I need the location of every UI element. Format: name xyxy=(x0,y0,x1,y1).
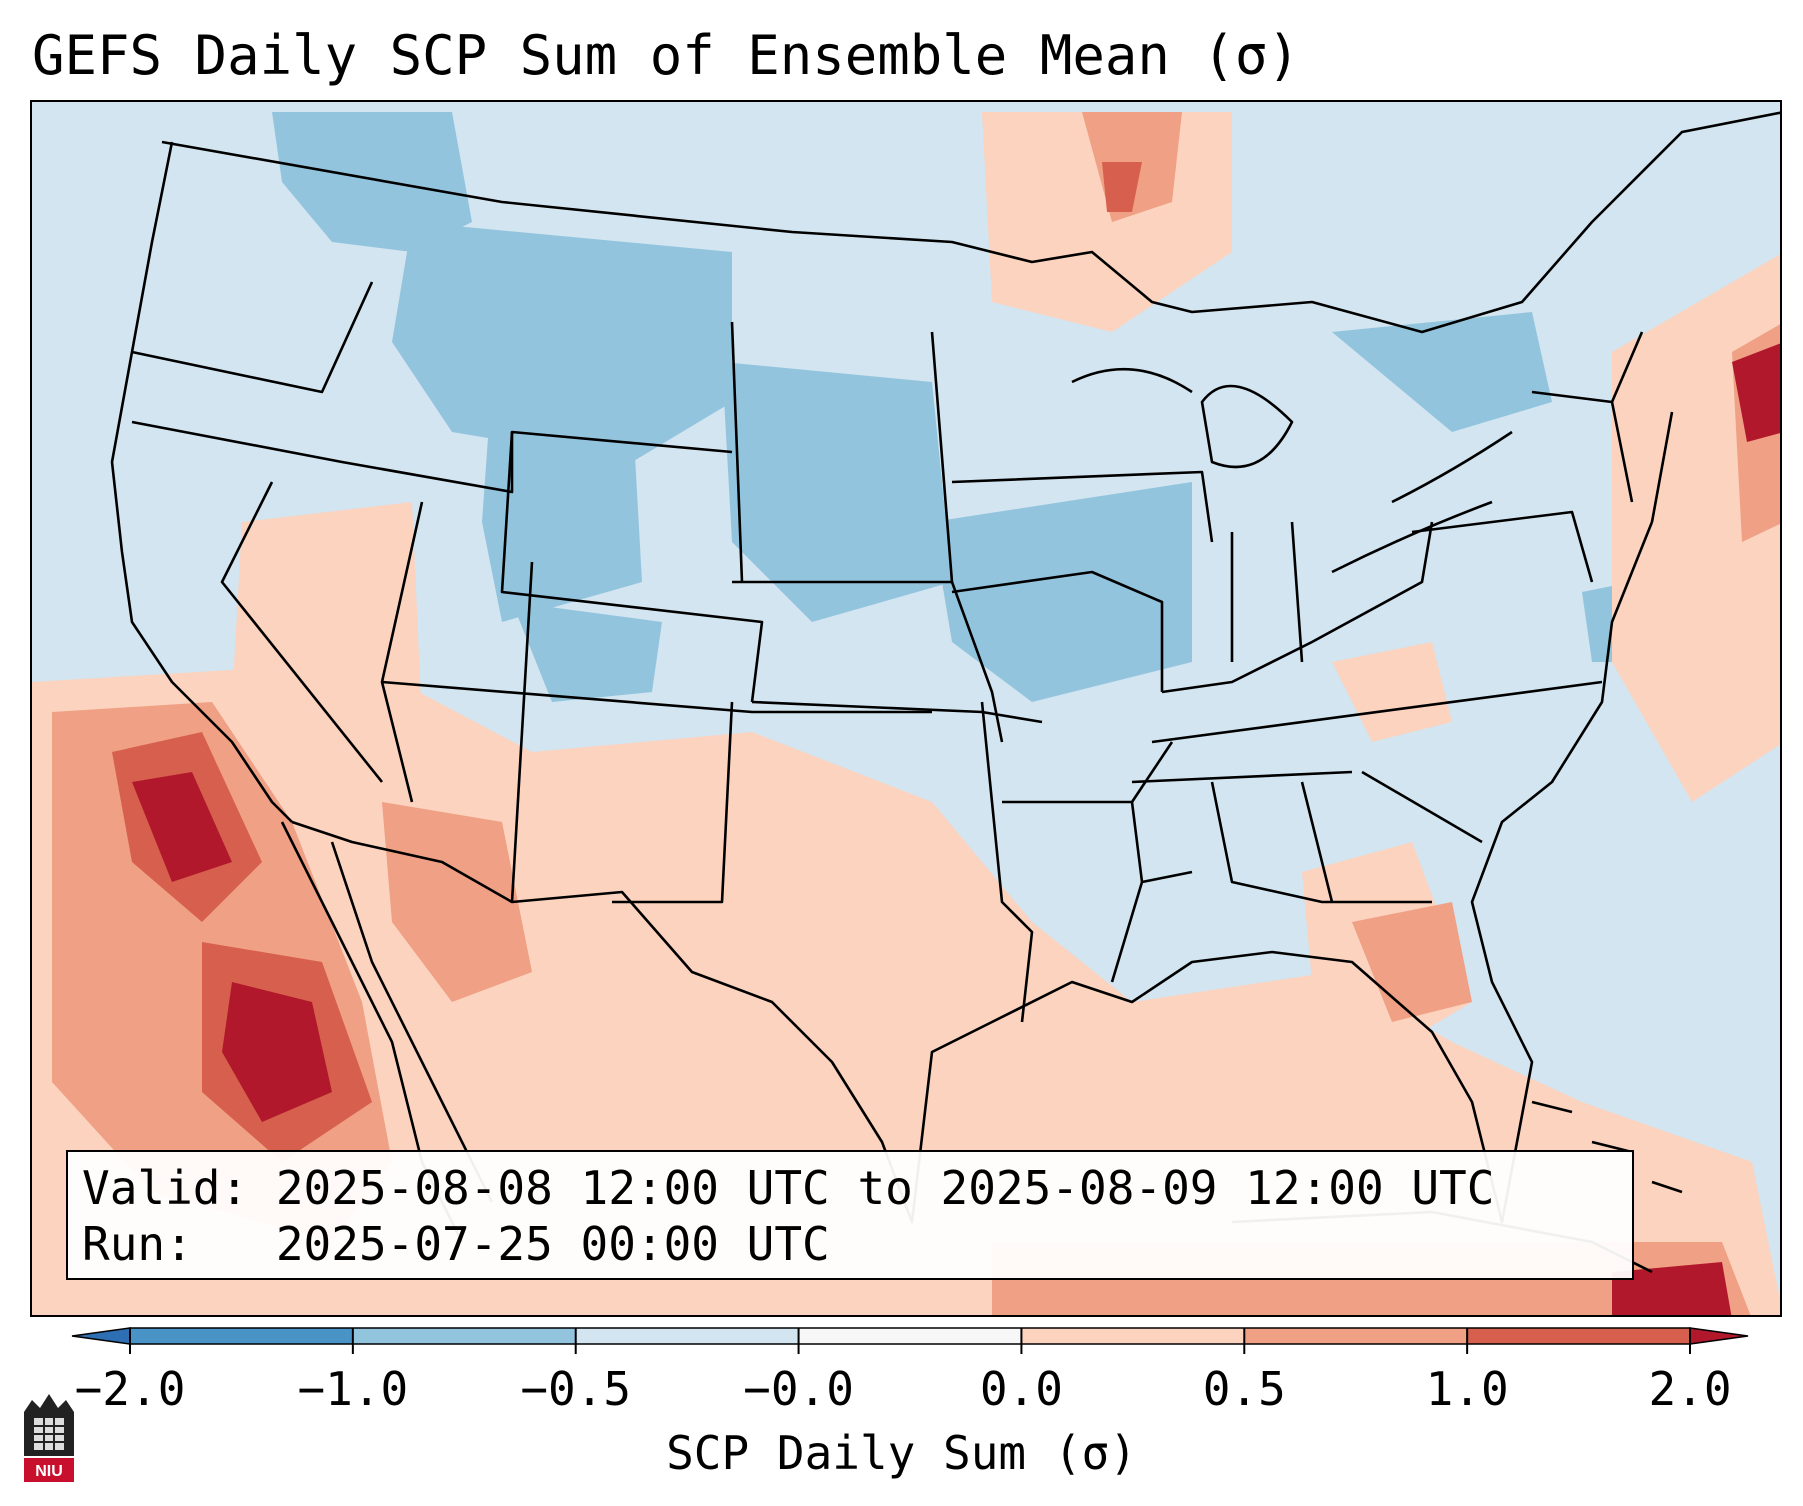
map-panel[interactable] xyxy=(30,100,1782,1317)
colorbar-axis-label: SCP Daily Sum (σ) xyxy=(666,1426,1137,1480)
colorbar-ticks xyxy=(129,1328,1691,1354)
colorbar-tick-label: −1.0 xyxy=(297,1362,409,1416)
colorbar-segment xyxy=(1244,1328,1468,1344)
forecast-field-map xyxy=(32,111,1780,1315)
colorbar-tick-label: −0.0 xyxy=(743,1362,854,1416)
colorbar-segment xyxy=(575,1328,800,1344)
logo-text: NIU xyxy=(35,1463,63,1480)
niu-logo: NIU xyxy=(24,1394,74,1482)
map-title: GEFS Daily SCP Sum of Ensemble Mean (σ) xyxy=(32,24,1300,87)
colorbar-tick-label: 2.0 xyxy=(1648,1362,1732,1416)
colorbar-tick-label: −2.0 xyxy=(74,1362,186,1416)
colorbar-tick-label: 1.0 xyxy=(1425,1362,1509,1416)
colorbar-extend-low xyxy=(71,1327,131,1345)
negative-anomaly-areas xyxy=(272,112,1642,702)
colorbar-segment xyxy=(1021,1328,1245,1344)
colorbar-tick-label: 0.5 xyxy=(1202,1362,1286,1416)
colorbar-tick-label: −0.5 xyxy=(520,1362,632,1416)
colorbar-extend-high xyxy=(1689,1327,1749,1345)
colorbar-tick-label: 0.0 xyxy=(979,1362,1063,1416)
colorbar-segments xyxy=(71,1327,1749,1345)
colorbar-segment xyxy=(798,1328,1022,1344)
valid-time-line: Valid: 2025-08-08 12:00 UTC to 2025-08-0… xyxy=(82,1161,1495,1215)
colorbar-segment xyxy=(130,1328,354,1344)
validity-info-box: Valid: 2025-08-08 12:00 UTC to 2025-08-0… xyxy=(66,1150,1634,1280)
colorbar-segment xyxy=(1467,1328,1691,1344)
positive-anomaly-areas xyxy=(32,112,1780,1315)
run-time-line: Run: 2025-07-25 00:00 UTC xyxy=(82,1217,830,1271)
colorbar xyxy=(71,1327,1749,1354)
colorbar-segment xyxy=(352,1328,577,1344)
